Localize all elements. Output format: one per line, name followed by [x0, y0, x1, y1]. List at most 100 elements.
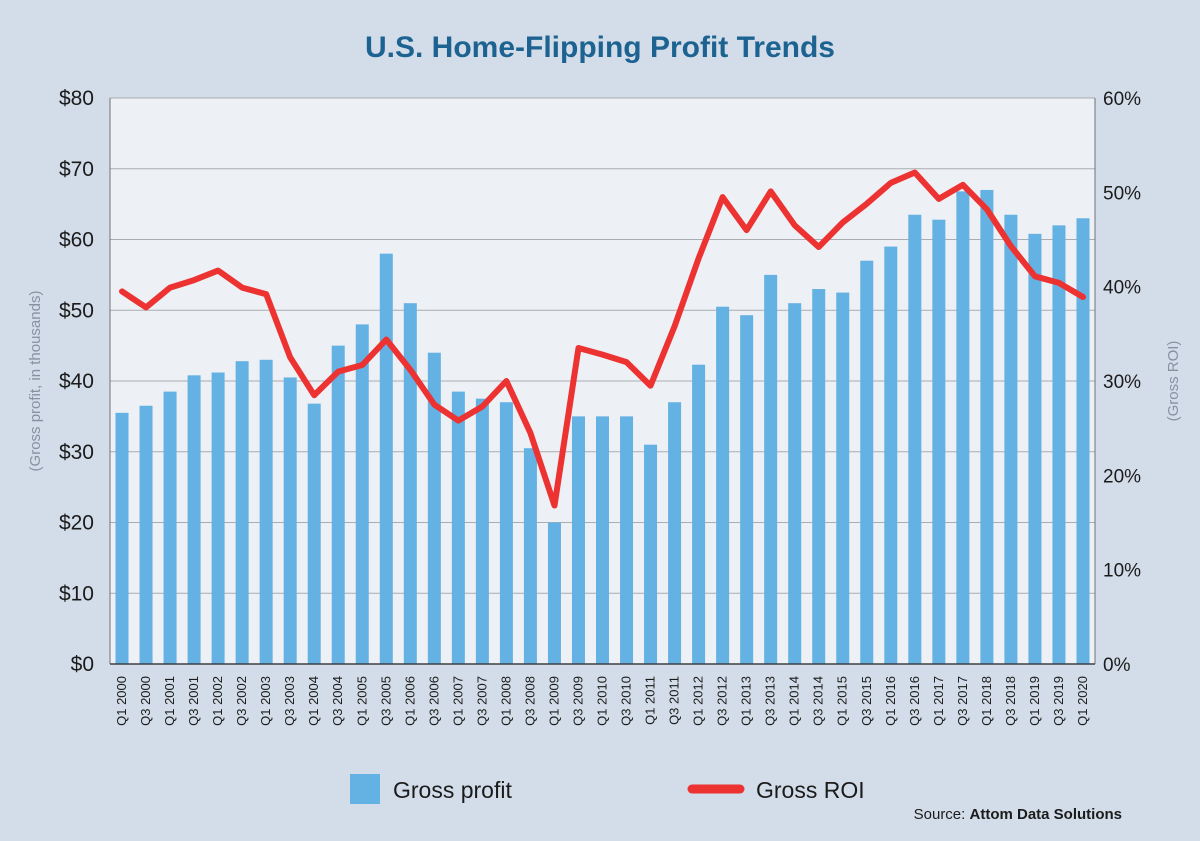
x-tick-label: Q1 2017 — [931, 676, 946, 726]
legend-swatch-gross-profit — [350, 774, 380, 804]
y-tick-right-label: 20% — [1103, 466, 1141, 487]
bar — [427, 352, 441, 664]
x-tick-label: Q3 2014 — [811, 676, 826, 726]
bar — [956, 191, 970, 664]
y-tick-right-label: 0% — [1103, 655, 1131, 676]
y-tick-left-label: $80 — [59, 87, 94, 110]
bar — [139, 405, 153, 664]
x-tick-label: Q3 2002 — [234, 676, 249, 726]
x-tick-label: Q3 2019 — [1051, 676, 1066, 726]
bar — [163, 391, 177, 664]
bar — [403, 303, 417, 664]
x-tick-label: Q3 2017 — [955, 676, 970, 726]
bar — [259, 359, 273, 664]
bar — [716, 306, 730, 664]
legend-label-gross-roi: Gross ROI — [756, 777, 865, 803]
bar — [764, 274, 778, 664]
x-tick-label: Q1 2002 — [210, 676, 225, 726]
x-tick-label: Q1 2011 — [643, 676, 658, 725]
x-tick-label: Q3 2012 — [715, 676, 730, 726]
x-tick-label: Q3 2000 — [138, 676, 153, 726]
x-tick-label: Q3 2009 — [570, 676, 585, 726]
bar — [932, 219, 946, 664]
bar — [571, 416, 585, 664]
y-tick-left-label: $0 — [71, 653, 94, 676]
bar — [547, 522, 561, 664]
y-axis-right-ticks: 0% 10% 20% 30% 40% 50% 60% — [1103, 89, 1141, 676]
bar — [836, 292, 850, 664]
legend: Gross profit Gross ROI — [350, 774, 865, 804]
bar — [596, 416, 609, 664]
y-tick-right-label: 50% — [1103, 183, 1141, 204]
bar — [980, 189, 994, 664]
bar — [499, 402, 513, 664]
bar — [908, 214, 922, 665]
x-tick-label: Q1 2014 — [787, 676, 802, 726]
bar — [523, 448, 537, 664]
bar — [860, 260, 874, 664]
bar — [451, 391, 465, 664]
x-tick-label: Q1 2004 — [306, 676, 321, 726]
x-tick-label: Q3 2006 — [426, 676, 441, 726]
bar — [355, 324, 369, 664]
y-axis-left-label: (Gross profit, in thousands) — [27, 291, 44, 472]
x-tick-label: Q1 2009 — [546, 676, 561, 726]
legend-label-gross-profit: Gross profit — [393, 777, 512, 803]
y-tick-left-label: $60 — [59, 229, 94, 252]
x-tick-label: Q3 2016 — [907, 676, 922, 726]
x-tick-label: Q3 2010 — [619, 676, 634, 726]
x-tick-label: Q1 2018 — [979, 676, 994, 726]
x-tick-label: Q3 2011 — [667, 676, 682, 725]
line-series-gross-roi — [119, 169, 1086, 509]
y-tick-left-label: $70 — [59, 158, 94, 181]
x-tick-label: Q3 2001 — [186, 676, 201, 726]
y-tick-left-label: $10 — [59, 582, 94, 605]
y-tick-left-label: $50 — [59, 299, 94, 322]
axes — [109, 98, 1096, 665]
bar — [1076, 218, 1090, 664]
x-tick-label: Q3 2007 — [474, 676, 489, 726]
bar — [1004, 214, 1018, 665]
bar — [1052, 225, 1066, 664]
y-tick-right-label: 60% — [1103, 89, 1141, 110]
y-tick-right-label: 30% — [1103, 372, 1141, 393]
x-tick-label: Q3 2005 — [378, 676, 393, 726]
x-tick-label: Q3 2013 — [763, 676, 778, 726]
y-tick-right-label: 40% — [1103, 278, 1141, 299]
y-axis-right-label: (Gross ROI) — [1165, 341, 1182, 422]
x-tick-label: Q1 2016 — [883, 676, 898, 726]
x-tick-label: Q1 2008 — [498, 676, 513, 726]
bar — [283, 377, 297, 664]
y-tick-left-label: $30 — [59, 441, 94, 464]
y-tick-left-label: $40 — [59, 370, 94, 393]
bar — [379, 253, 393, 664]
x-tick-label: Q1 2010 — [595, 676, 610, 726]
bar — [668, 402, 682, 664]
x-tick-label: Q1 2013 — [739, 676, 754, 726]
bar-series-gross-profit — [115, 189, 1090, 665]
bar — [115, 412, 129, 664]
bar — [692, 364, 706, 664]
bar — [884, 246, 898, 664]
x-tick-label: Q1 2007 — [450, 676, 465, 726]
bar — [740, 315, 754, 664]
x-axis-ticks: Q1 2000 Q3 2000 Q1 2001 Q3 2001 Q1 2002 Q3 20… — [114, 676, 1090, 726]
x-tick-label: Q1 2003 — [258, 676, 273, 726]
x-tick-label: Q1 2006 — [402, 676, 417, 726]
y-axis-left-ticks: $0 $10 $20 $30 $40 $50 $60 $70 $80 — [59, 87, 94, 676]
bar — [307, 403, 321, 664]
source-label: Source: — [914, 806, 966, 823]
x-tick-label: Q3 2018 — [1003, 676, 1018, 726]
x-tick-label: Q1 2015 — [835, 676, 850, 726]
x-tick-label: Q1 2001 — [162, 676, 177, 726]
x-tick-label: Q1 2012 — [691, 676, 706, 726]
x-tick-label: Q3 2003 — [282, 676, 297, 726]
bar — [211, 372, 225, 664]
source-name: Attom Data Solutions — [970, 806, 1123, 823]
bar — [620, 416, 634, 664]
bar — [644, 444, 658, 664]
bar — [187, 375, 201, 664]
x-tick-label: Q1 2020 — [1075, 676, 1090, 726]
bar — [812, 289, 826, 664]
